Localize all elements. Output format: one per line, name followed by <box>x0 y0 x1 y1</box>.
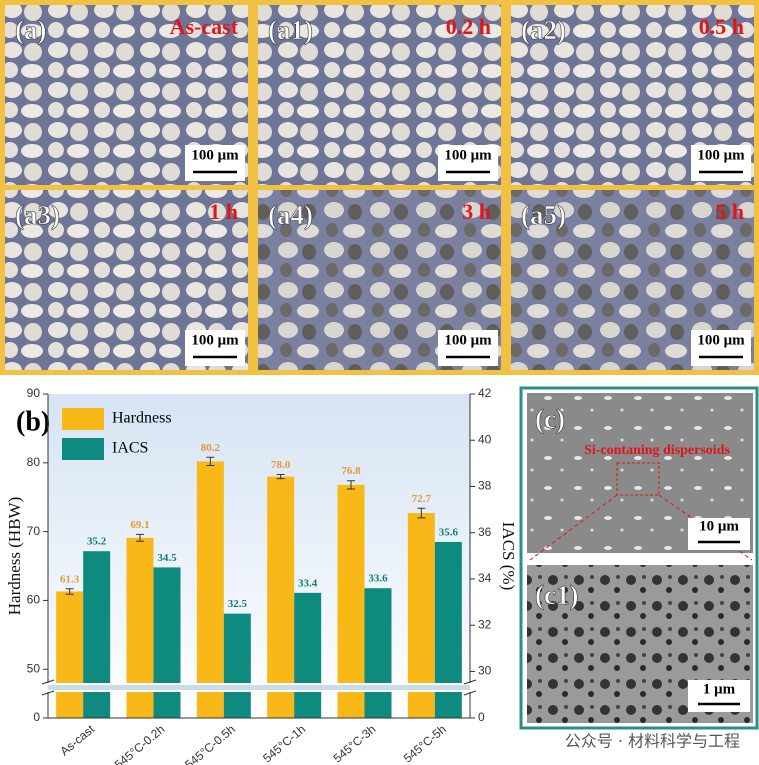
value-label: 61.3 <box>60 573 80 585</box>
scale-box <box>185 145 245 181</box>
condition: 1 h <box>209 199 238 224</box>
legend-label: IACS <box>112 440 148 457</box>
panel-label: (a4) <box>268 200 313 230</box>
bar <box>337 484 365 718</box>
y2-tick-label: 32 <box>478 617 492 631</box>
condition: 5 h <box>715 199 744 224</box>
y-tick-label: 70 <box>27 524 41 538</box>
scale-label: 10 μm <box>699 518 739 534</box>
y2-tick-label: 42 <box>478 386 492 400</box>
value-label: 80.2 <box>201 442 221 454</box>
bar <box>364 588 392 718</box>
value-label: 78.0 <box>271 459 291 471</box>
scale-box <box>691 145 751 181</box>
panel-label: (b) <box>16 406 50 437</box>
scale-label: 100 μm <box>191 147 239 163</box>
x-tick-label: 545°C-1h <box>260 722 308 765</box>
x-tick-label: 545°C-3h <box>331 722 379 765</box>
zoom-box <box>616 462 660 496</box>
scale-box <box>691 330 751 366</box>
value-label: 33.4 <box>298 577 318 589</box>
watermark: 公众号 · 材料科学与工程 <box>565 732 740 751</box>
error-bar <box>136 533 144 542</box>
error-bar <box>417 507 426 519</box>
legend-swatch <box>62 408 104 430</box>
value-label: 32.5 <box>228 598 248 610</box>
break-mark <box>463 679 477 696</box>
x-tick-label: As-cast <box>57 722 97 759</box>
sem-frame <box>519 386 759 730</box>
panel-label: (a2) <box>521 15 566 45</box>
condition: As-cast <box>170 14 239 39</box>
y2-tick-label: 30 <box>478 664 492 678</box>
y-tick-label: 90 <box>27 386 41 400</box>
annotation: Si-contaning dispersoids <box>584 443 730 458</box>
scale-box <box>438 330 498 366</box>
y2-tick-label: 38 <box>478 479 492 493</box>
bar <box>267 476 295 718</box>
value-label: 69.1 <box>130 519 149 531</box>
scale-box <box>438 145 498 181</box>
x-tick-label: 545°C-0.2h <box>112 722 168 765</box>
axis-break <box>48 685 470 690</box>
sem-panels: (c) Si-contaning dispersoids 10 μm (c1) … <box>519 386 759 730</box>
scale-box <box>688 518 750 550</box>
condition: 0.5 h <box>699 14 744 39</box>
legend-swatch <box>62 438 104 460</box>
scale-box <box>688 680 750 712</box>
bar <box>223 613 251 718</box>
plot-background <box>48 394 470 718</box>
scale-label: 100 μm <box>444 147 492 163</box>
y2-tick-label: 36 <box>478 525 492 539</box>
y-tick-label: 80 <box>27 455 41 469</box>
panel-label: (a1) <box>268 15 313 45</box>
error-bar <box>347 480 355 490</box>
value-label: 72.7 <box>412 493 432 505</box>
y-axis-title: Hardness (HBW) <box>5 497 24 616</box>
y-tick-label: 0 <box>33 710 40 724</box>
panel-label: (a) <box>15 15 46 45</box>
scale-box <box>185 330 245 366</box>
bar <box>196 461 224 718</box>
bar <box>153 567 181 718</box>
y-tick-label: 50 <box>27 661 41 675</box>
micrographs: (a) As-cast 100 μm (a1) 0.2 h 100 μm (a2) 0.5 h… <box>5 5 754 370</box>
error-bar <box>206 456 215 467</box>
bar <box>294 592 322 718</box>
x-tick-label: 545°C-5h <box>401 722 449 765</box>
bar <box>83 551 111 718</box>
y2-axis-title: IACS (%) <box>499 522 518 590</box>
value-label: 34.5 <box>157 552 177 564</box>
condition: 0.2 h <box>446 14 491 39</box>
value-label: 33.6 <box>368 573 388 585</box>
scale-label: 100 μm <box>444 332 492 348</box>
panel-label: (c1) <box>535 580 578 610</box>
y2-tick-label: 40 <box>478 432 492 446</box>
panel-label: (a3) <box>15 200 60 230</box>
value-label: 35.6 <box>439 526 459 538</box>
error-bar <box>276 474 285 480</box>
break-mark <box>41 679 55 696</box>
scale-label: 100 μm <box>697 147 745 163</box>
panel-label: (c) <box>535 404 565 434</box>
y2-tick-label: 34 <box>478 571 492 585</box>
y2-tick-label: 0 <box>478 710 485 724</box>
scale-label: 100 μm <box>697 332 745 348</box>
y-tick-label: 60 <box>27 593 41 607</box>
scale-label: 1 μm <box>703 681 736 697</box>
x-tick-label: 545°C-0.5h <box>182 722 238 765</box>
error-bar <box>65 588 74 595</box>
condition: 3 h <box>462 199 491 224</box>
value-label: 35.2 <box>87 536 107 548</box>
bar <box>56 591 84 718</box>
legend-label: Hardness <box>112 410 172 427</box>
value-label: 76.8 <box>341 465 361 477</box>
scale-label: 100 μm <box>191 332 239 348</box>
bar-chart: (b) 61.3 69.1 80.2 78.0 76.8 72.7 35.2 34.5 32.5 3… <box>5 386 518 765</box>
panel-label: (a5) <box>521 200 566 230</box>
